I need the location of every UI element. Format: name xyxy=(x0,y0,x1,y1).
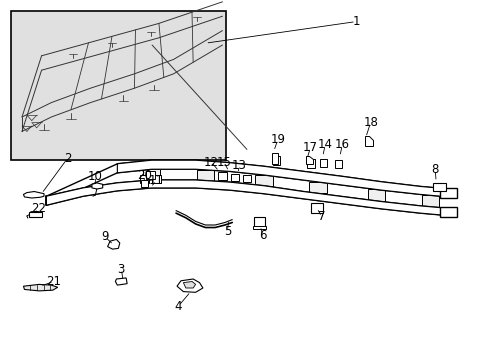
Text: 9: 9 xyxy=(101,230,109,243)
Bar xyxy=(230,174,238,181)
Text: 17: 17 xyxy=(303,141,317,154)
Bar xyxy=(320,159,327,167)
Bar xyxy=(11,11,226,160)
Polygon shape xyxy=(142,169,160,180)
Text: 13: 13 xyxy=(231,159,245,172)
Bar xyxy=(152,175,161,183)
Polygon shape xyxy=(107,239,120,249)
Bar xyxy=(253,226,265,229)
Bar xyxy=(272,156,279,165)
Bar xyxy=(218,172,226,180)
Polygon shape xyxy=(367,189,385,201)
Bar xyxy=(334,160,341,168)
Text: 3: 3 xyxy=(117,263,125,276)
Bar xyxy=(146,171,155,179)
Polygon shape xyxy=(364,136,373,145)
Text: 11: 11 xyxy=(149,174,163,187)
Polygon shape xyxy=(177,279,203,292)
Polygon shape xyxy=(117,160,444,197)
Polygon shape xyxy=(115,278,127,285)
Bar xyxy=(310,203,322,213)
Bar xyxy=(432,183,446,191)
Text: 6: 6 xyxy=(259,229,266,242)
Text: 4: 4 xyxy=(174,300,182,312)
Polygon shape xyxy=(196,170,214,181)
Bar xyxy=(29,212,41,217)
Bar xyxy=(141,180,148,187)
Text: 7: 7 xyxy=(317,210,325,223)
Polygon shape xyxy=(255,175,272,186)
Bar xyxy=(307,159,314,168)
Text: 10: 10 xyxy=(88,170,102,183)
Text: 18: 18 xyxy=(363,116,377,129)
Polygon shape xyxy=(23,284,58,291)
Bar xyxy=(140,175,148,183)
Text: 2: 2 xyxy=(63,152,71,165)
Text: 12: 12 xyxy=(203,156,218,168)
Text: 5: 5 xyxy=(223,225,231,238)
Polygon shape xyxy=(92,183,102,189)
Text: 15: 15 xyxy=(216,156,231,168)
Bar xyxy=(272,153,278,164)
Polygon shape xyxy=(31,212,39,217)
Text: 22: 22 xyxy=(31,202,45,215)
Bar xyxy=(254,217,264,228)
Text: 14: 14 xyxy=(317,138,332,151)
Text: 21: 21 xyxy=(46,275,61,288)
Polygon shape xyxy=(23,192,44,198)
Text: 19: 19 xyxy=(270,133,285,146)
Polygon shape xyxy=(439,188,456,198)
Text: 1: 1 xyxy=(351,15,359,28)
Polygon shape xyxy=(46,180,444,215)
Polygon shape xyxy=(308,182,326,193)
Text: 16: 16 xyxy=(334,138,349,151)
Text: 20: 20 xyxy=(137,169,151,182)
Polygon shape xyxy=(183,282,195,288)
Polygon shape xyxy=(439,207,456,217)
Bar xyxy=(243,175,250,182)
Polygon shape xyxy=(305,156,312,164)
Text: 8: 8 xyxy=(430,163,438,176)
Polygon shape xyxy=(421,195,438,207)
